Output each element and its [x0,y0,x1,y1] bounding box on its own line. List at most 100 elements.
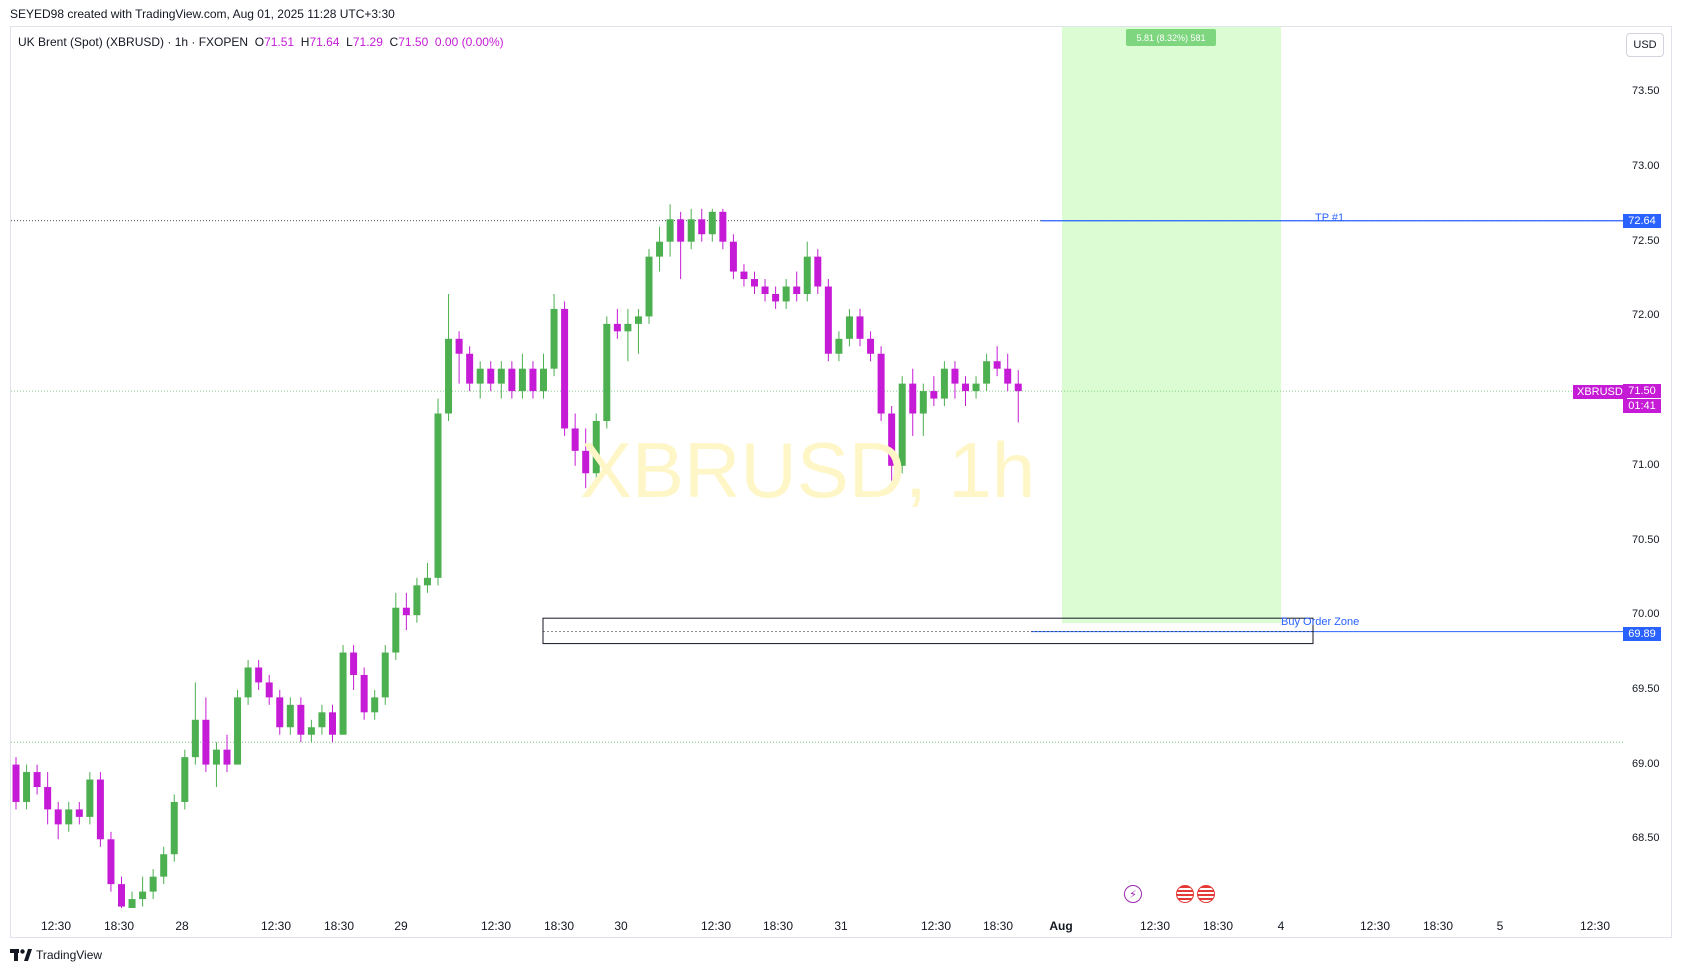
candle-body [1004,368,1012,384]
candle-body [402,607,410,616]
candle-body [508,368,516,392]
price-tick-label: 69.50 [1632,682,1660,695]
legend-close-key: C [389,35,399,49]
tp-label[interactable]: TP #1 [1315,212,1345,224]
footer-logo[interactable]: TradingView [10,948,102,962]
position-label[interactable]: 5.81 (8.32%) 581 [1126,29,1216,46]
candle-body [814,256,822,287]
candle-body [12,764,20,802]
time-tick-label: 31 [834,919,848,933]
candle-body [307,727,315,735]
legend-high-key: H [300,35,310,49]
candle-body [571,428,579,451]
candle-body [160,854,168,877]
candle-body [898,383,906,466]
candle-body [687,219,695,242]
countdown-tag: 01:41 [1623,399,1661,413]
candle-body [1014,383,1022,392]
candle-body [677,219,685,242]
legend-low-key: L [346,35,353,49]
candle-body [698,219,706,235]
price-tick-label: 68.50 [1632,832,1660,845]
candle-body [234,697,242,765]
candle-body [613,323,621,332]
candle-body [993,361,1001,369]
currency-button[interactable]: USD [1626,33,1664,57]
time-tick-label: 12:30 [260,919,292,933]
candle-body [265,682,273,698]
candle-body [719,211,727,242]
price-tick-label: 73.00 [1632,160,1660,172]
candle-body [983,361,991,384]
candle-body [244,667,252,698]
candle-body [487,368,495,384]
candle-body [561,308,569,429]
price-tick-label: 72.00 [1632,309,1660,322]
candle-body [793,286,801,294]
candle-body [930,391,938,399]
candle-body [540,368,547,392]
price-tick-label: 71.00 [1632,458,1660,471]
candle-body [666,219,674,242]
time-tick-label: 12:30 [40,919,72,933]
candle-body [445,338,453,414]
symbol-price-tag: XBRUSD [1573,385,1627,399]
candle-body [392,607,400,653]
candle-body [297,704,305,735]
buy-price-tag: 69.89 [1623,627,1661,641]
candle-body [972,383,980,392]
time-tick-label: 12:30 [1579,919,1611,933]
candle-body [371,697,379,713]
candle-body [191,719,199,758]
legend-open-value: 71.51 [264,35,295,49]
time-tick-label: 18:30 [323,919,355,933]
candle-body [466,353,474,384]
candle-body [656,241,664,257]
candle-body [255,667,263,683]
time-tick-label: 18:30 [543,919,575,933]
candle-body [329,712,336,735]
candle-body [867,338,875,354]
candle-body [740,271,748,280]
time-tick-label: 5 [1496,919,1504,933]
candle-body [423,577,431,586]
buy-order-zone-box [542,617,1314,645]
legend-close-value: 71.50 [398,35,429,49]
time-tick-label: 12:30 [700,919,732,933]
candle-body [645,256,653,317]
time-tick-label: 18:30 [103,919,135,933]
candle-body [223,749,231,765]
candle-body [634,316,642,324]
candle-body [181,757,189,802]
time-tick-label: Aug [1049,919,1073,933]
buy-zone-label[interactable]: Buy Order Zone [1281,616,1360,628]
time-tick-label: 12:30 [480,919,512,933]
candle-body [729,241,737,272]
candle-body [128,899,136,908]
chart-caption: SEYED98 created with TradingView.com, Au… [10,7,395,21]
candle-body [212,749,220,765]
candle-body [350,652,358,675]
candle-body [592,420,600,474]
candle-body [413,585,421,616]
candle-body [856,316,864,339]
us-flag-icon[interactable] [1197,885,1215,903]
candle-body [835,338,843,354]
candle-body [44,787,52,810]
candle-body [170,801,178,855]
chart-frame [10,26,1672,938]
legend-low-value: 71.29 [352,35,383,49]
time-tick-label: 12:30 [1139,919,1171,933]
time-tick-label: 4 [1277,919,1285,933]
candle-body [75,809,83,817]
candle-body [54,809,62,825]
candle-body [276,697,284,728]
lightning-icon[interactable]: ⚡ [1124,885,1142,903]
candle-body [434,413,442,578]
us-flag-icon[interactable] [1176,885,1194,903]
time-tick-label: 12:30 [1359,919,1391,933]
legend-open-key: O [254,35,265,49]
price-tick-label: 73.50 [1632,85,1660,98]
price-tick-label: 69.00 [1632,757,1660,770]
